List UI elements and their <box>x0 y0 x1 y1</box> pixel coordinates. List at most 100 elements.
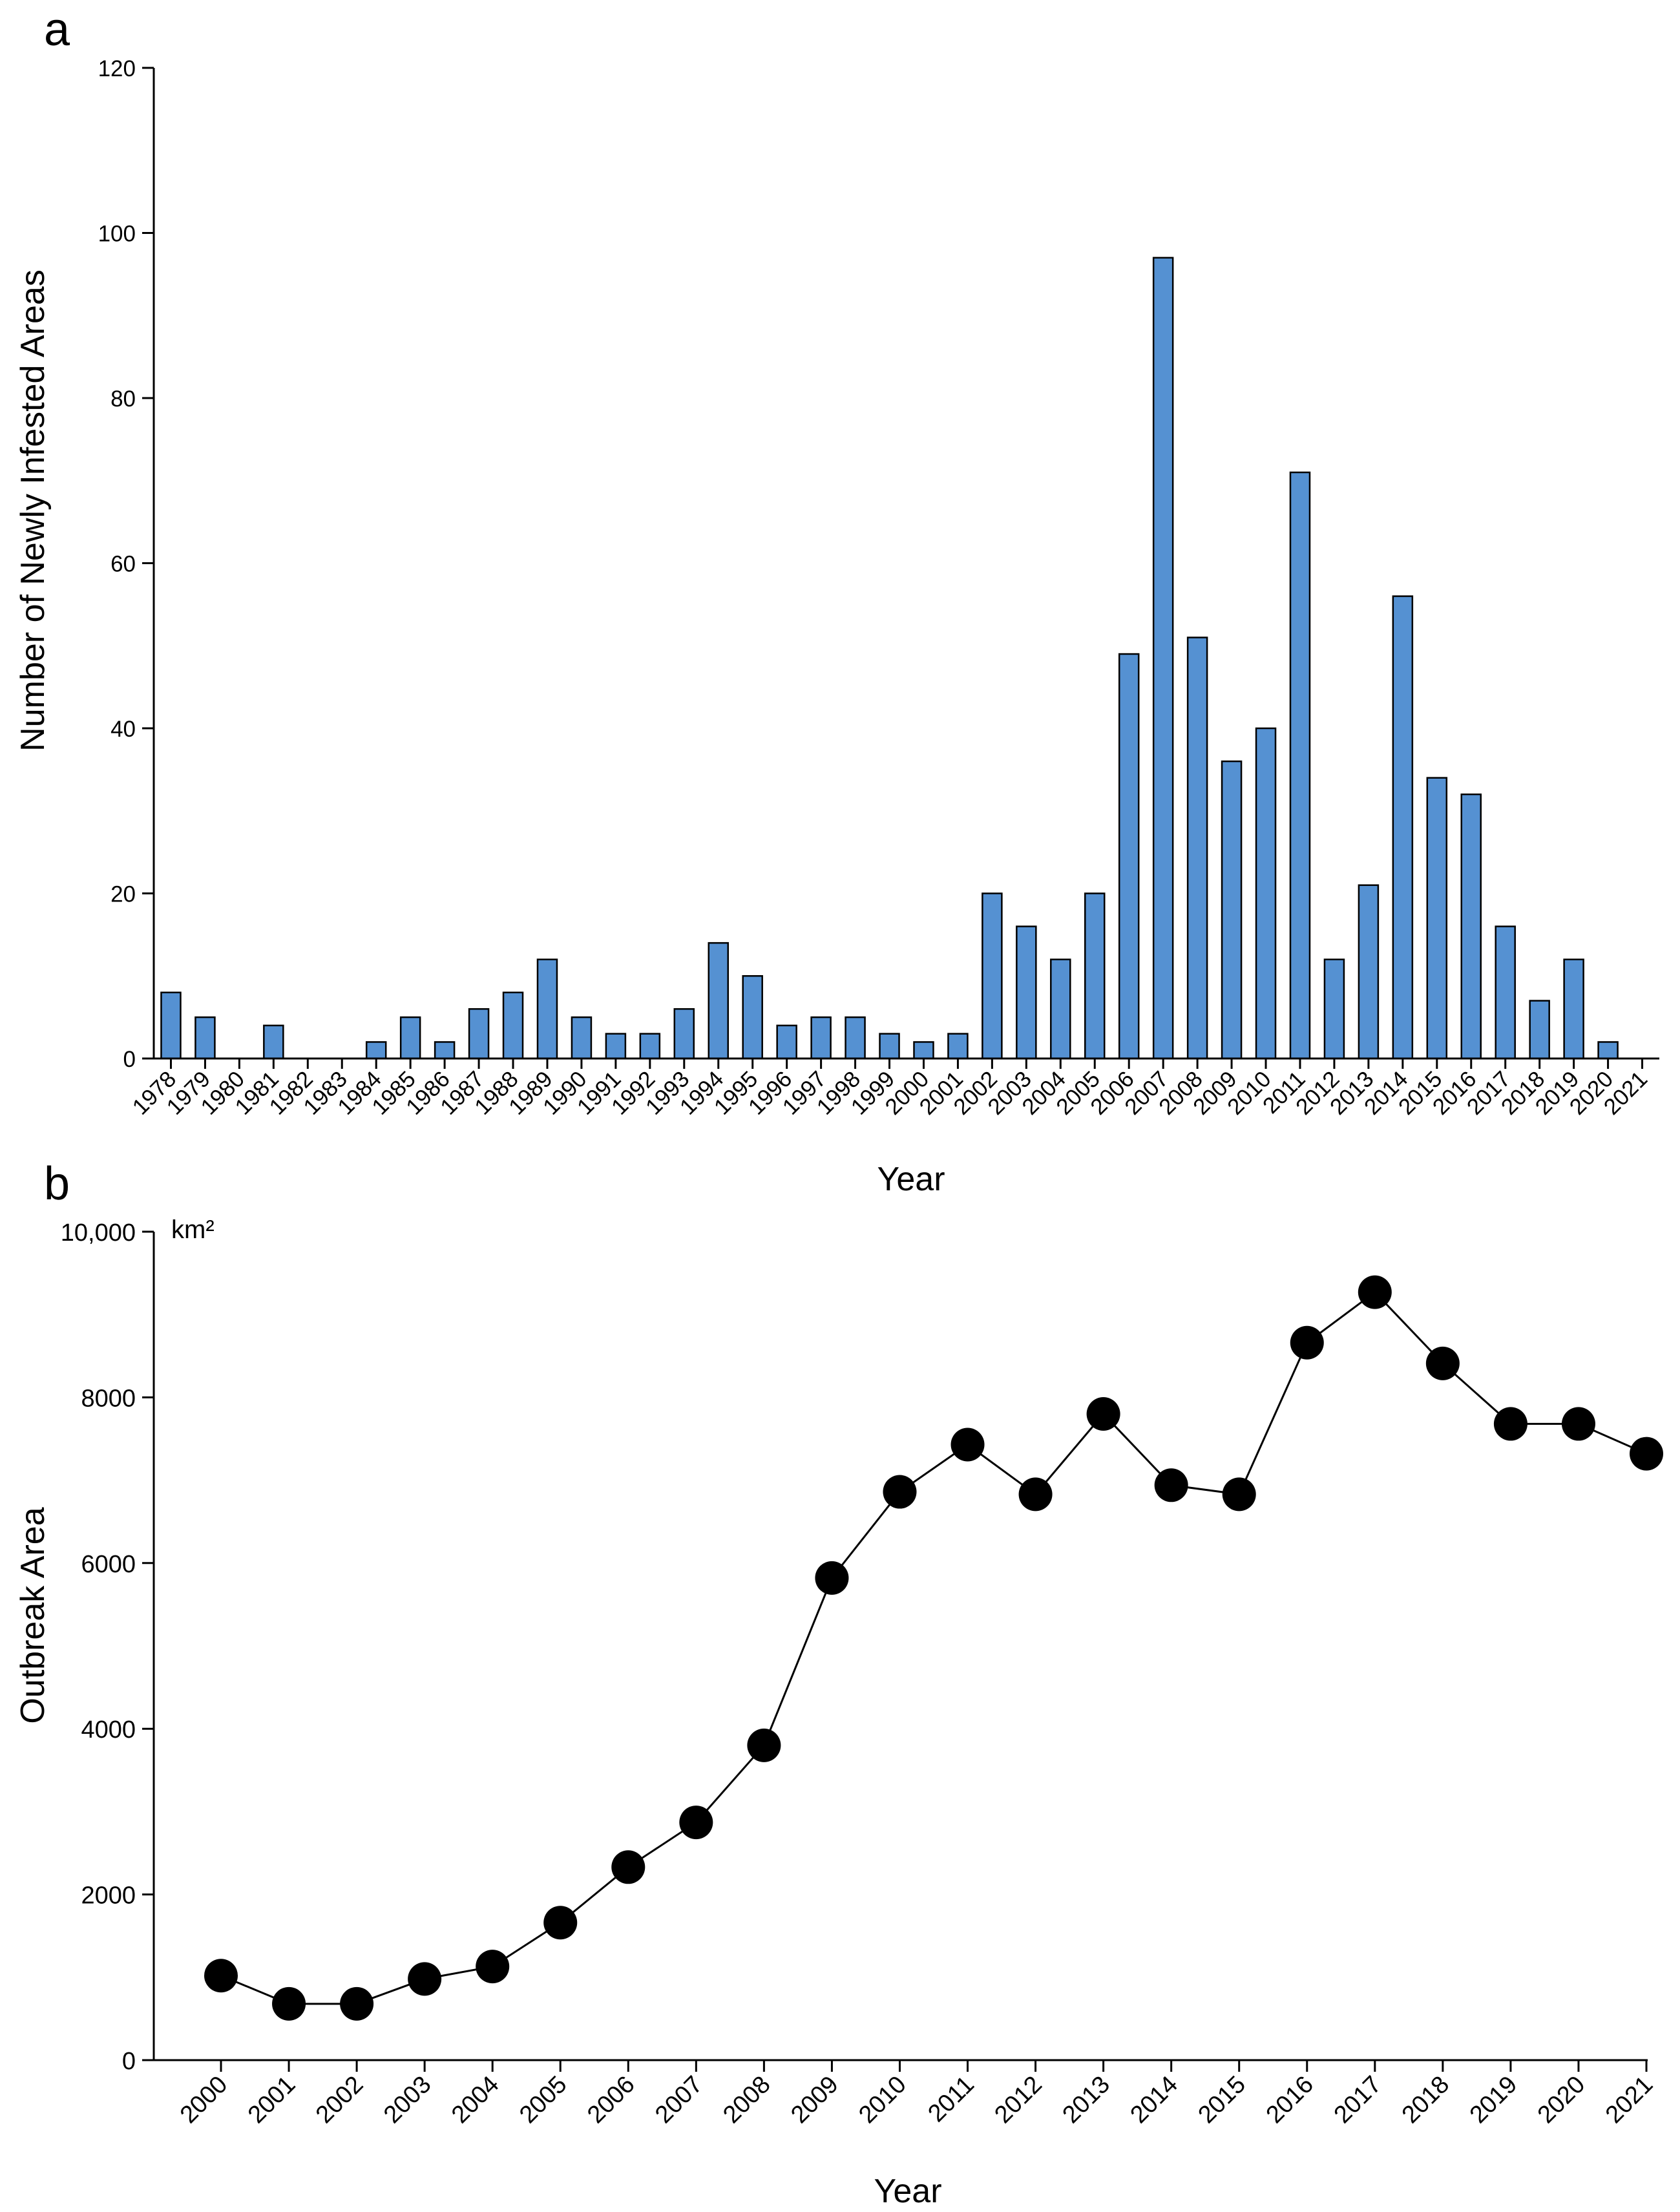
bar-2008 <box>1186 637 1208 1060</box>
point-2000 <box>204 1959 238 1993</box>
panel-b-x-tick-label: 2009 <box>786 2071 843 2129</box>
panel-b-y-axis-title: Outbreak Area <box>14 1507 52 1723</box>
point-2007 <box>679 1806 713 1840</box>
point-2010 <box>883 1475 917 1509</box>
bar-2013 <box>1358 884 1380 1060</box>
panel-b-x-tick-label: 2018 <box>1397 2071 1454 2129</box>
panel-a-x-axis-title: Year <box>877 1161 945 1198</box>
panel-b-y-tick-label: 4000 <box>81 1716 136 1743</box>
point-2008 <box>747 1728 781 1762</box>
bar-1990 <box>571 1016 593 1060</box>
bar-2016 <box>1460 793 1482 1060</box>
point-2015 <box>1222 1477 1256 1512</box>
point-2017 <box>1358 1275 1392 1309</box>
point-2021 <box>1630 1437 1663 1471</box>
panel-b-x-tick-label: 2021 <box>1601 2071 1658 2129</box>
panel-b-x-tick-label: 2017 <box>1329 2071 1387 2129</box>
bar-1978 <box>160 991 182 1060</box>
bar-2015 <box>1426 777 1448 1060</box>
point-2018 <box>1425 1346 1460 1380</box>
point-2001 <box>272 1986 306 2021</box>
point-2004 <box>476 1950 510 1984</box>
bar-2014 <box>1392 595 1414 1060</box>
panel-b-x-tick-label: 2011 <box>923 2071 979 2127</box>
panel-a-y-tick-label: 100 <box>98 222 136 247</box>
bar-2010 <box>1255 727 1277 1060</box>
bar-2012 <box>1323 958 1345 1060</box>
bar-1997 <box>810 1016 832 1060</box>
panel-b-x-tick-label: 2001 <box>243 2071 300 2129</box>
panel-b-x-tick-label: 2010 <box>854 2071 911 2129</box>
bar-1996 <box>776 1024 797 1060</box>
panel-a-y-axis-title: Number of Newly Infested Areas <box>14 269 52 752</box>
panel-b-x-tick-label: 2003 <box>379 2071 436 2129</box>
bar-2009 <box>1221 760 1243 1060</box>
bar-1998 <box>845 1016 866 1060</box>
point-2014 <box>1154 1468 1188 1502</box>
bar-2019 <box>1563 958 1584 1060</box>
point-2019 <box>1493 1407 1528 1441</box>
panel-a-letter: a <box>44 4 70 56</box>
panel-b-letter: b <box>44 1158 70 1210</box>
point-2011 <box>950 1427 985 1462</box>
bar-1999 <box>879 1033 900 1060</box>
bar-1979 <box>194 1016 216 1060</box>
bar-1984 <box>365 1041 387 1060</box>
panel-b-x-tick-label: 2015 <box>1193 2071 1251 2129</box>
panel-b-y-tick-label: 0 <box>122 2048 136 2075</box>
bar-1995 <box>742 975 763 1060</box>
bar-2001 <box>947 1033 969 1060</box>
bar-2006 <box>1118 653 1140 1060</box>
panel-b-y-tick-label: 2000 <box>81 1882 136 1910</box>
bar-2004 <box>1050 958 1071 1060</box>
point-2006 <box>611 1850 646 1884</box>
panel-a-y-tick-label: 80 <box>110 386 136 412</box>
point-2012 <box>1018 1477 1053 1512</box>
panel-b-x-tick-label: 2002 <box>311 2071 368 2129</box>
bar-2007 <box>1152 257 1174 1060</box>
point-2005 <box>543 1906 578 1940</box>
bar-1986 <box>434 1041 456 1060</box>
panel-a-y-tick-label: 20 <box>110 882 136 907</box>
point-2013 <box>1086 1397 1120 1431</box>
bar-1987 <box>468 1008 490 1060</box>
bar-2020 <box>1597 1041 1619 1060</box>
point-2020 <box>1561 1407 1595 1441</box>
bar-2011 <box>1289 471 1311 1060</box>
panel-b-x-tick-label: 2008 <box>718 2071 775 2129</box>
point-2003 <box>408 1962 442 1996</box>
bar-1994 <box>708 942 729 1060</box>
panel-b-x-tick-label: 2000 <box>175 2071 233 2129</box>
panel-b-y-tick-label: 6000 <box>81 1551 136 1578</box>
panel-b-x-tick-label: 2007 <box>650 2071 708 2129</box>
bar-1988 <box>502 991 524 1060</box>
panel-b-x-tick-label: 2016 <box>1261 2071 1319 2129</box>
panel-b-y-tick-label: 10,000 <box>61 1219 136 1247</box>
panel-b-x-tick-label: 2013 <box>1058 2071 1115 2129</box>
bar-1991 <box>605 1033 627 1060</box>
bar-2017 <box>1495 925 1516 1060</box>
bar-1981 <box>263 1024 284 1060</box>
bar-2018 <box>1529 1000 1550 1060</box>
bar-1989 <box>536 958 558 1060</box>
bar-2005 <box>1084 892 1106 1060</box>
panel-a-y-tick-label: 40 <box>110 717 136 742</box>
panel-b-x-tick-label: 2014 <box>1126 2071 1183 2129</box>
panel-b-x-axis-title: Year <box>874 2173 941 2210</box>
panel-b-x-tick-label: 2019 <box>1465 2071 1522 2129</box>
bar-2000 <box>913 1041 934 1060</box>
bar-1992 <box>639 1033 661 1060</box>
panel-b-x-tick-label: 2012 <box>989 2071 1047 2129</box>
panel-b-x-tick-label: 2020 <box>1533 2071 1590 2129</box>
panel-b-y-tick-label: 8000 <box>81 1385 136 1412</box>
panel-a-y-tick-label: 60 <box>110 552 136 577</box>
point-2002 <box>340 1986 374 2021</box>
panel-b-unit-label: km² <box>171 1216 215 1244</box>
panel-b-x-tick-label: 2006 <box>582 2071 640 2129</box>
bar-1993 <box>673 1008 695 1060</box>
panel-b-x-tick-label: 2004 <box>446 2071 504 2129</box>
point-2016 <box>1290 1325 1324 1360</box>
